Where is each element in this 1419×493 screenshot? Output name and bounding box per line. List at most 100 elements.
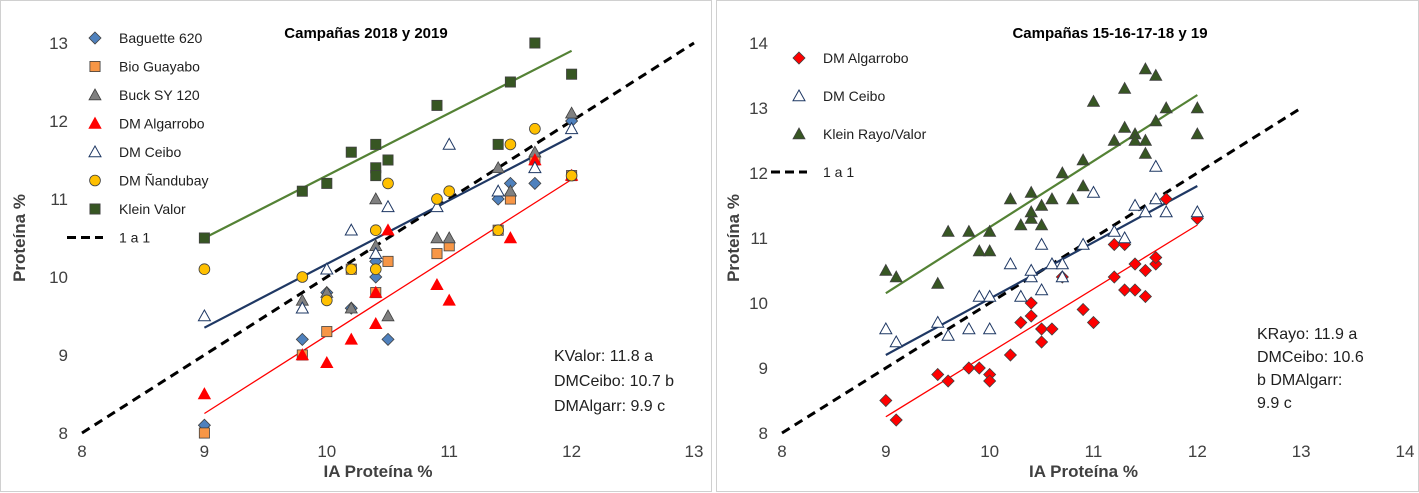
left-data-point [344,332,358,345]
left-data-point [370,138,382,150]
right-data-point [1149,250,1163,265]
right-y-tick-label: 14 [749,34,768,53]
right-y-tick-label: 11 [750,229,768,248]
left-stats-annotation: DMAlgarr: 9.9 c [554,398,665,415]
left-data-point [370,170,382,182]
right-trendline [885,94,1198,295]
left-legend-marker [89,61,101,73]
right-data-point [1014,315,1028,330]
right-data-point [1107,224,1122,237]
right-data-point [1076,179,1090,192]
left-data-point [504,138,517,151]
left-data-point [320,294,333,307]
left-legend-marker [88,88,102,101]
left-y-tick-label: 10 [49,268,68,287]
left-data-point [197,308,212,322]
left-y-tick-label: 13 [49,34,68,53]
left-legend-label: DM Ceibo [119,144,181,160]
left-data-point [442,231,456,244]
right-data-point [1076,237,1090,250]
right-data-point [1190,127,1205,140]
left-data-point [504,76,516,88]
right-data-point [982,244,997,257]
right-data-point [1117,81,1132,94]
left-data-point [503,231,518,244]
left-data-point [198,427,210,439]
right-data-point [1024,296,1038,310]
right-x-tick-label: 12 [1188,442,1207,461]
right-data-point [1013,289,1028,302]
right-data-point [983,374,997,388]
right-data-point [1138,133,1153,146]
left-data-point [344,223,359,236]
left-y-tick-label: 9 [59,346,68,365]
left-legend-label: DM Ñandubay [119,173,209,189]
left-legend-label: Baguette 620 [119,30,203,46]
right-data-point [1024,309,1038,323]
left-data-point [442,293,456,306]
left-reference-line [81,41,695,435]
left-data-point [491,184,506,197]
right-data-point [931,367,945,382]
right-data-point [982,224,997,237]
right-data-point [931,276,945,289]
right-data-point [941,328,955,341]
left-stats-annotation: DMCeibo: 10.7 b [554,373,674,390]
right-trendline [885,224,1198,418]
left-data-point [295,301,310,314]
left-legend: Baguette 620 Bio Guayabo Buck SY 120 DM Alg… [67,30,209,246]
right-data-point [1066,192,1080,205]
right-stats-annotation: KRayo: 11.9 a [1257,326,1357,343]
left-data-point [198,232,210,244]
right-data-point [1055,166,1070,179]
right-data-point [878,321,893,335]
left-data-point [381,199,395,213]
right-data-point [1003,256,1018,270]
right-data-point [1128,133,1142,146]
left-data-point [528,176,542,190]
left-series [197,121,579,322]
left-data-point [369,192,383,205]
left-data-point [382,154,394,166]
left-data-point [492,138,504,150]
left-x-tick-label: 11 [440,442,458,461]
left-data-point [430,231,444,244]
left-data-point [381,309,395,322]
left-data-point [296,271,309,283]
right-chart-title: Campañas 15-16-17-18 y 19 [1012,25,1207,42]
right-data-point [962,224,976,237]
left-data-point [369,263,382,276]
right-data-point [1024,211,1038,224]
right-data-point [941,224,955,237]
right-data-point [1128,198,1142,211]
right-y-tick-label: 8 [759,424,768,443]
left-data-point [345,263,358,276]
chart-panel-right: 8 9 10 11 12 13 14 8 9 10 11 12 13 14 IA Proteína % Pro… [716,0,1419,492]
left-data-point [564,121,579,135]
right-data-point [982,321,997,335]
left-x-tick-label: 9 [200,442,209,461]
right-legend-label: DM Algarrobo [823,50,909,66]
left-data-point [368,246,383,259]
left-data-point [345,146,357,158]
left-data-point [296,185,308,197]
left-data-point [295,332,309,346]
left-data-point [381,332,395,346]
right-data-point [930,315,945,328]
left-trendline [204,178,572,415]
chart-left-svg: 8 9 10 11 12 13 8 9 10 11 12 13 IA Proteína % Proteín… [10,25,703,481]
left-chart: 8 9 10 11 12 13 8 9 10 11 12 13 IA Proteína % Proteín… [10,25,703,481]
right-legend-label: DM Ceibo [823,88,885,104]
right-data-point [972,361,986,375]
right-data-point [982,289,997,302]
left-data-point [198,263,211,276]
right-data-point [1003,192,1018,205]
left-data-point [382,255,394,267]
left-data-point [295,348,309,361]
right-data-point [1076,302,1090,317]
right-y-tick-label: 10 [749,294,768,313]
left-data-point [344,301,358,314]
left-legend-label: DM Algarrobo [119,116,205,132]
right-data-point [1118,283,1132,297]
